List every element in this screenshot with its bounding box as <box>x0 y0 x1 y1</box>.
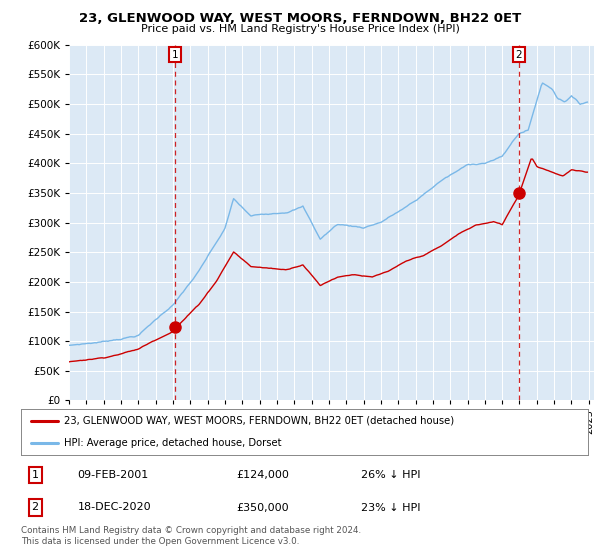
Text: 23, GLENWOOD WAY, WEST MOORS, FERNDOWN, BH22 0ET: 23, GLENWOOD WAY, WEST MOORS, FERNDOWN, … <box>79 12 521 25</box>
Text: £350,000: £350,000 <box>236 502 289 512</box>
Text: Price paid vs. HM Land Registry's House Price Index (HPI): Price paid vs. HM Land Registry's House … <box>140 24 460 34</box>
Text: HPI: Average price, detached house, Dorset: HPI: Average price, detached house, Dors… <box>64 438 281 448</box>
Text: 18-DEC-2020: 18-DEC-2020 <box>78 502 151 512</box>
Text: 26% ↓ HPI: 26% ↓ HPI <box>361 470 421 480</box>
Text: 23, GLENWOOD WAY, WEST MOORS, FERNDOWN, BH22 0ET (detached house): 23, GLENWOOD WAY, WEST MOORS, FERNDOWN, … <box>64 416 454 426</box>
Text: 1: 1 <box>32 470 38 480</box>
Text: 09-FEB-2001: 09-FEB-2001 <box>78 470 149 480</box>
Text: 23% ↓ HPI: 23% ↓ HPI <box>361 502 421 512</box>
Text: Contains HM Land Registry data © Crown copyright and database right 2024.
This d: Contains HM Land Registry data © Crown c… <box>21 526 361 546</box>
Text: 1: 1 <box>172 49 178 59</box>
Text: 2: 2 <box>32 502 39 512</box>
Text: 2: 2 <box>515 49 522 59</box>
Text: £124,000: £124,000 <box>236 470 289 480</box>
